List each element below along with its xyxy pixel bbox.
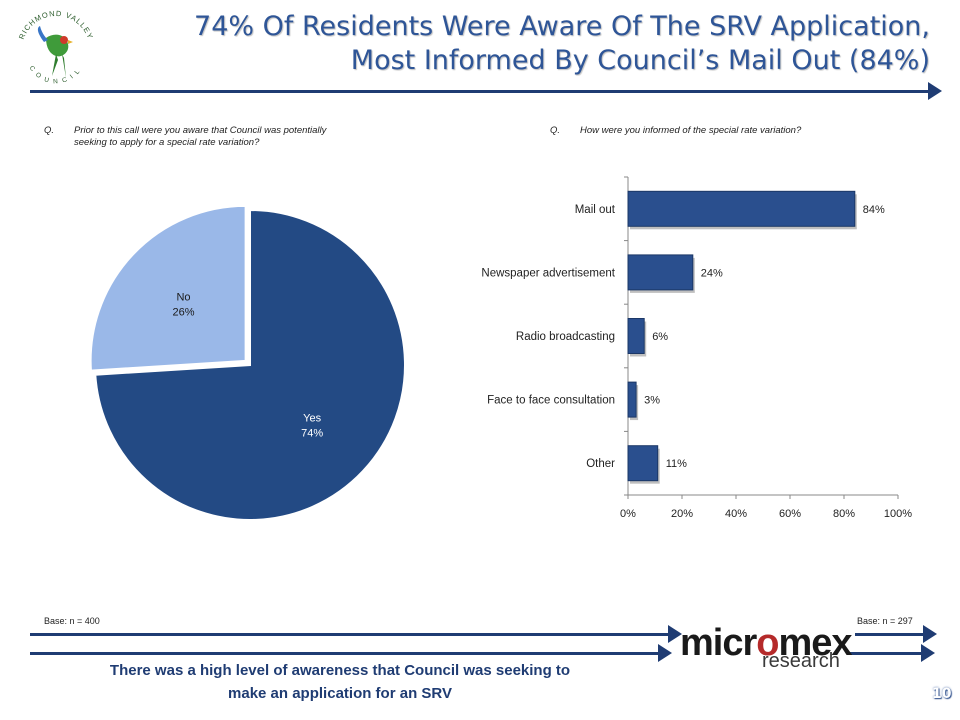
svg-text:COUNCIL: COUNCIL [28, 65, 85, 86]
bar-value-label: 6% [652, 331, 668, 343]
pie-value-no: 26% [172, 307, 194, 319]
x-tick-label: 100% [884, 508, 912, 520]
x-tick-label: 60% [779, 508, 801, 520]
parrot-icon [37, 26, 73, 78]
pie-label-no: No [176, 292, 190, 304]
bar-value-label: 11% [666, 458, 687, 470]
bar [627, 190, 856, 227]
bar [627, 445, 659, 482]
pie-slice-no [89, 204, 247, 372]
micromex-research-text: research [762, 650, 840, 672]
title-line-2: Most Informed By Council’s Mail Out (84%… [350, 45, 930, 76]
x-tick-label: 20% [671, 508, 693, 520]
footer-divider-right-top [855, 625, 937, 643]
title-divider [30, 82, 942, 100]
richmond-valley-logo: RICHMOND VALLEY COUNCIL [17, 9, 94, 86]
right-question: Q. How were you informed of the special … [550, 125, 802, 136]
pie-label-yes: Yes [303, 412, 321, 424]
category-label: Other [586, 458, 615, 470]
pie-slice-yes [94, 208, 406, 521]
page-title: 74% Of Residents Were Aware Of The SRV A… [110, 10, 930, 78]
left-question: Q. Prior to this call were you aware tha… [44, 125, 327, 148]
information-source-bar-chart: 0% 20% 40% 60% 80% 100% Mail out 84% Newspaper a… [481, 176, 912, 520]
bar-value-label: 84% [863, 204, 885, 216]
right-base-note: Base: n = 297 [857, 616, 913, 626]
micromex-logo: micromex [680, 622, 853, 664]
footer-divider-bottom [30, 644, 672, 662]
x-tick-label: 40% [725, 508, 747, 520]
category-label: Radio broadcasting [516, 331, 615, 343]
bar-value-label: 24% [701, 267, 723, 279]
footer-summary: There was a high level of awareness that… [109, 662, 571, 702]
x-tick-label: 0% [620, 508, 636, 520]
awareness-pie-chart: Yes 74% No 26% [89, 204, 406, 521]
category-label: Newspaper advertisement [481, 267, 615, 279]
bar [627, 381, 637, 418]
left-base-note: Base: n = 400 [44, 616, 100, 626]
category-label: Face to face consultation [487, 395, 615, 407]
x-tick-label: 80% [833, 508, 855, 520]
bar-value-label: 3% [644, 395, 660, 407]
pie-value-yes: 74% [301, 427, 323, 439]
footer-divider-right-bottom [848, 644, 935, 662]
category-label: Mail out [575, 204, 616, 216]
title-line-1: 74% Of Residents Were Aware Of The SRV A… [194, 11, 930, 42]
page-number: 10 [932, 686, 952, 702]
bar [627, 318, 645, 354]
footer-divider-top [30, 625, 682, 643]
bar [627, 254, 694, 291]
